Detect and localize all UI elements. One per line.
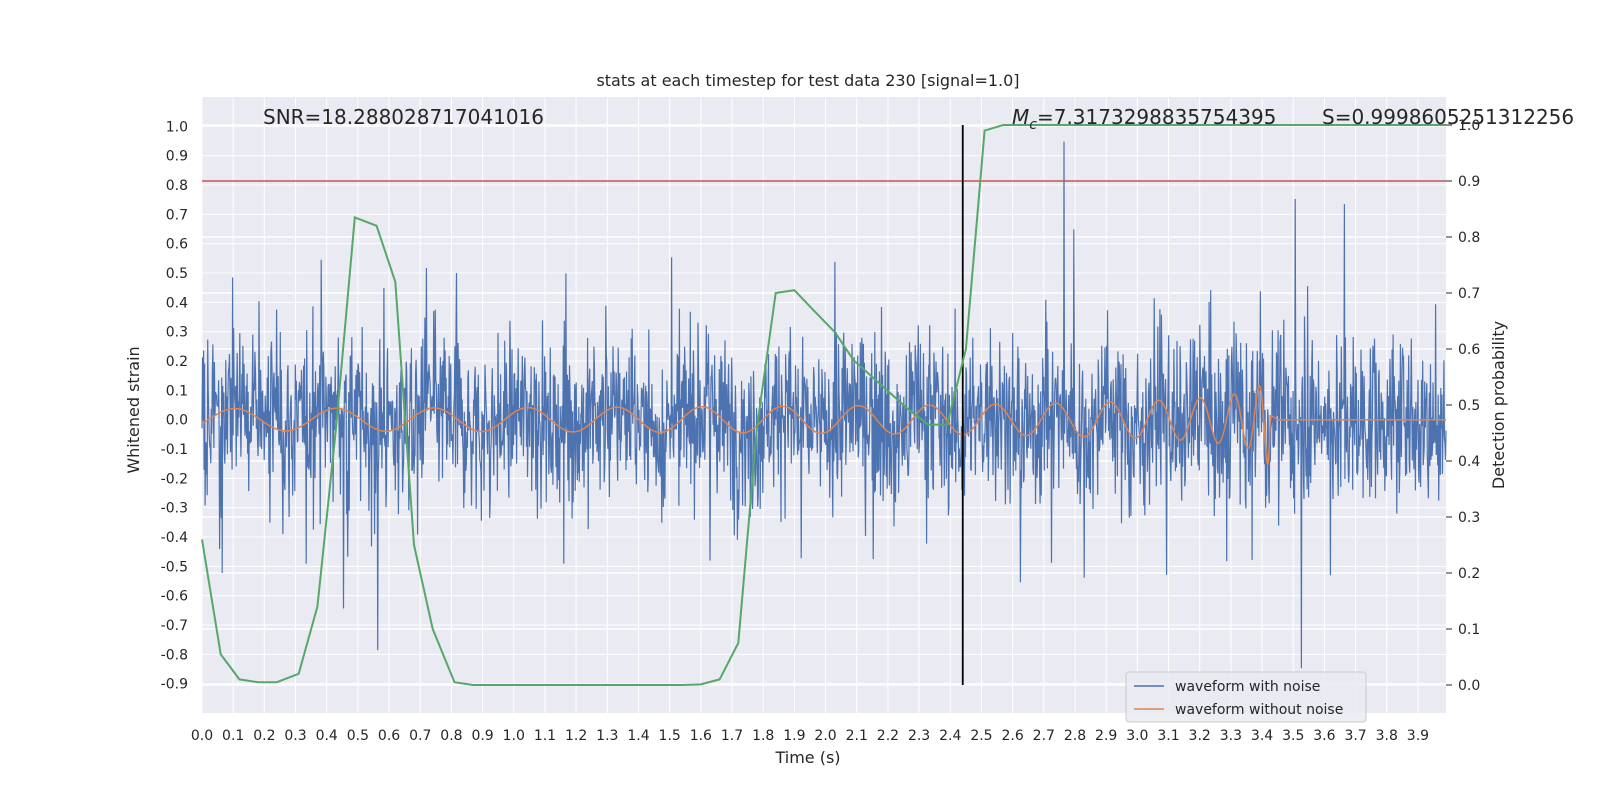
- x-tick-label: 1.3: [596, 728, 618, 744]
- x-tick-label: 2.0: [814, 728, 836, 744]
- y2-tick-label: 0.8: [1458, 230, 1480, 246]
- y-tick-labels: 1.0 0.9 0.8 0.7 0.6 0.5 0.4 0.3 0.2 0.1 0.0 -0.1 -0.…: [161, 119, 188, 692]
- x-tick-label: 1.4: [627, 728, 649, 744]
- y-tick-label: -0.9: [161, 677, 188, 693]
- x-tick-label: 3.7: [1344, 728, 1366, 744]
- y-tick-label: 0.6: [166, 237, 188, 253]
- y2-tick-labels: 1.0 0.9 0.8 0.7 0.6 0.5 0.4 0.3 0.2 0.1 0.0: [1446, 118, 1480, 694]
- x-tick-label: 0.8: [440, 728, 462, 744]
- snr-annotation: SNR=18.288028717041016: [263, 105, 544, 129]
- x-tick-label: 0.3: [284, 728, 306, 744]
- grid: [201, 97, 1446, 713]
- x-tick-label: 0.2: [253, 728, 275, 744]
- noisy-waveform-line: [201, 141, 1447, 669]
- x-tick-label: 0.7: [409, 728, 431, 744]
- x-tick-label: 1.7: [721, 728, 743, 744]
- x-tick-label: 1.5: [659, 728, 681, 744]
- y-tick-label: 0.3: [166, 325, 188, 341]
- probability-series: [201, 124, 1446, 686]
- y-tick-label: 0.4: [166, 295, 188, 311]
- chirp-mass-value: =7.3173298835754395: [1037, 105, 1276, 129]
- y-axis-label: Whitened strain: [124, 346, 143, 473]
- x-tick-label: 2.9: [1095, 728, 1117, 744]
- y-tick-label: 0.0: [166, 413, 188, 429]
- x-tick-label: 0.0: [191, 728, 213, 744]
- x-tick-label: 3.8: [1376, 728, 1398, 744]
- x-tick-label: 3.3: [1220, 728, 1242, 744]
- x-tick-label: 3.0: [1126, 728, 1148, 744]
- x-tick-label: 0.9: [471, 728, 493, 744]
- y2-tick-label: 0.1: [1458, 622, 1480, 638]
- x-tick-label: 2.8: [1064, 728, 1086, 744]
- legend: waveform with noise waveform without noi…: [1125, 671, 1367, 723]
- x-tick-label: 0.5: [347, 728, 369, 744]
- clean-waveform-line: [201, 385, 1446, 466]
- x-tick-label: 3.4: [1251, 728, 1273, 744]
- x-tick-label: 3.6: [1313, 728, 1335, 744]
- x-tick-label: 1.2: [565, 728, 587, 744]
- x-tick-label: 0.1: [222, 728, 244, 744]
- x-tick-label: 3.1: [1157, 728, 1179, 744]
- chirp-mass-annotation: Mc=7.3173298835754395: [1012, 105, 1276, 133]
- legend-box: [1125, 671, 1367, 723]
- x-tick-label: 3.2: [1189, 728, 1211, 744]
- y-tick-label: -0.6: [161, 589, 188, 605]
- legend-clean-label: waveform without noise: [1175, 702, 1343, 718]
- y2-tick-label: 0.0: [1458, 678, 1480, 694]
- y-tick-label: -0.8: [161, 647, 188, 663]
- y-tick-label: -0.7: [161, 618, 188, 634]
- y-tick-label: 0.7: [166, 207, 188, 223]
- x-tick-label: 1.6: [690, 728, 712, 744]
- clean-waveform-series: [201, 385, 1446, 466]
- x-tick-label: 2.4: [939, 728, 961, 744]
- y2-tick-label: 0.9: [1458, 174, 1480, 190]
- y-tick-label: -0.4: [161, 530, 188, 546]
- x-tick-label: 2.6: [1001, 728, 1023, 744]
- y2-tick-label: 0.3: [1458, 510, 1480, 526]
- x-tick-labels: 0.0 0.1 0.2 0.3 0.4 0.5 0.6 0.7 0.8 0.9 1.0 1.1 1.2 1…: [191, 728, 1429, 744]
- y-tick-label: 0.8: [166, 178, 188, 194]
- y-tick-label: -0.1: [161, 442, 188, 458]
- y-tick-label: -0.5: [161, 559, 188, 575]
- y-tick-label: -0.2: [161, 471, 188, 487]
- x-tick-label: 2.1: [846, 728, 868, 744]
- x-tick-label: 3.9: [1407, 728, 1429, 744]
- chart-title: stats at each timestep for test data 230…: [596, 71, 1019, 90]
- y2-tick-label: 0.4: [1458, 454, 1480, 470]
- chirp-mass-subscript: c: [1029, 117, 1037, 133]
- x-tick-label: 2.7: [1033, 728, 1055, 744]
- y2-tick-label: 0.7: [1458, 286, 1480, 302]
- probability-line: [201, 124, 1446, 686]
- x-tick-label: 3.5: [1282, 728, 1304, 744]
- y-tick-label: 0.2: [166, 354, 188, 370]
- chirp-mass-symbol: M: [1012, 105, 1029, 129]
- y-tick-label: -0.3: [161, 501, 188, 517]
- y-tick-label: 1.0: [166, 119, 188, 135]
- x-tick-label: 2.2: [877, 728, 899, 744]
- legend-noisy-label: waveform with noise: [1175, 679, 1320, 695]
- x-tick-label: 2.5: [970, 728, 992, 744]
- y2-tick-label: 0.5: [1458, 398, 1480, 414]
- x-axis-label: Time (s): [774, 748, 840, 767]
- x-tick-label: 1.9: [783, 728, 805, 744]
- y-tick-label: 0.1: [166, 383, 188, 399]
- noisy-waveform-series: [201, 141, 1447, 669]
- x-tick-label: 2.3: [908, 728, 930, 744]
- s-annotation: S=0.9998605251312256: [1322, 105, 1574, 129]
- x-tick-label: 1.8: [752, 728, 774, 744]
- y-tick-label: 0.5: [166, 266, 188, 282]
- y2-tick-label: 1.0: [1458, 118, 1480, 134]
- x-tick-label: 0.6: [378, 728, 400, 744]
- y2-axis-label: Detection probability: [1489, 321, 1508, 489]
- x-tick-label: 1.1: [534, 728, 556, 744]
- x-tick-label: 0.4: [316, 728, 338, 744]
- y2-tick-label: 0.2: [1458, 566, 1480, 582]
- y-tick-label: 0.9: [166, 149, 188, 165]
- y2-tick-label: 0.6: [1458, 342, 1480, 358]
- x-tick-label: 1.0: [503, 728, 525, 744]
